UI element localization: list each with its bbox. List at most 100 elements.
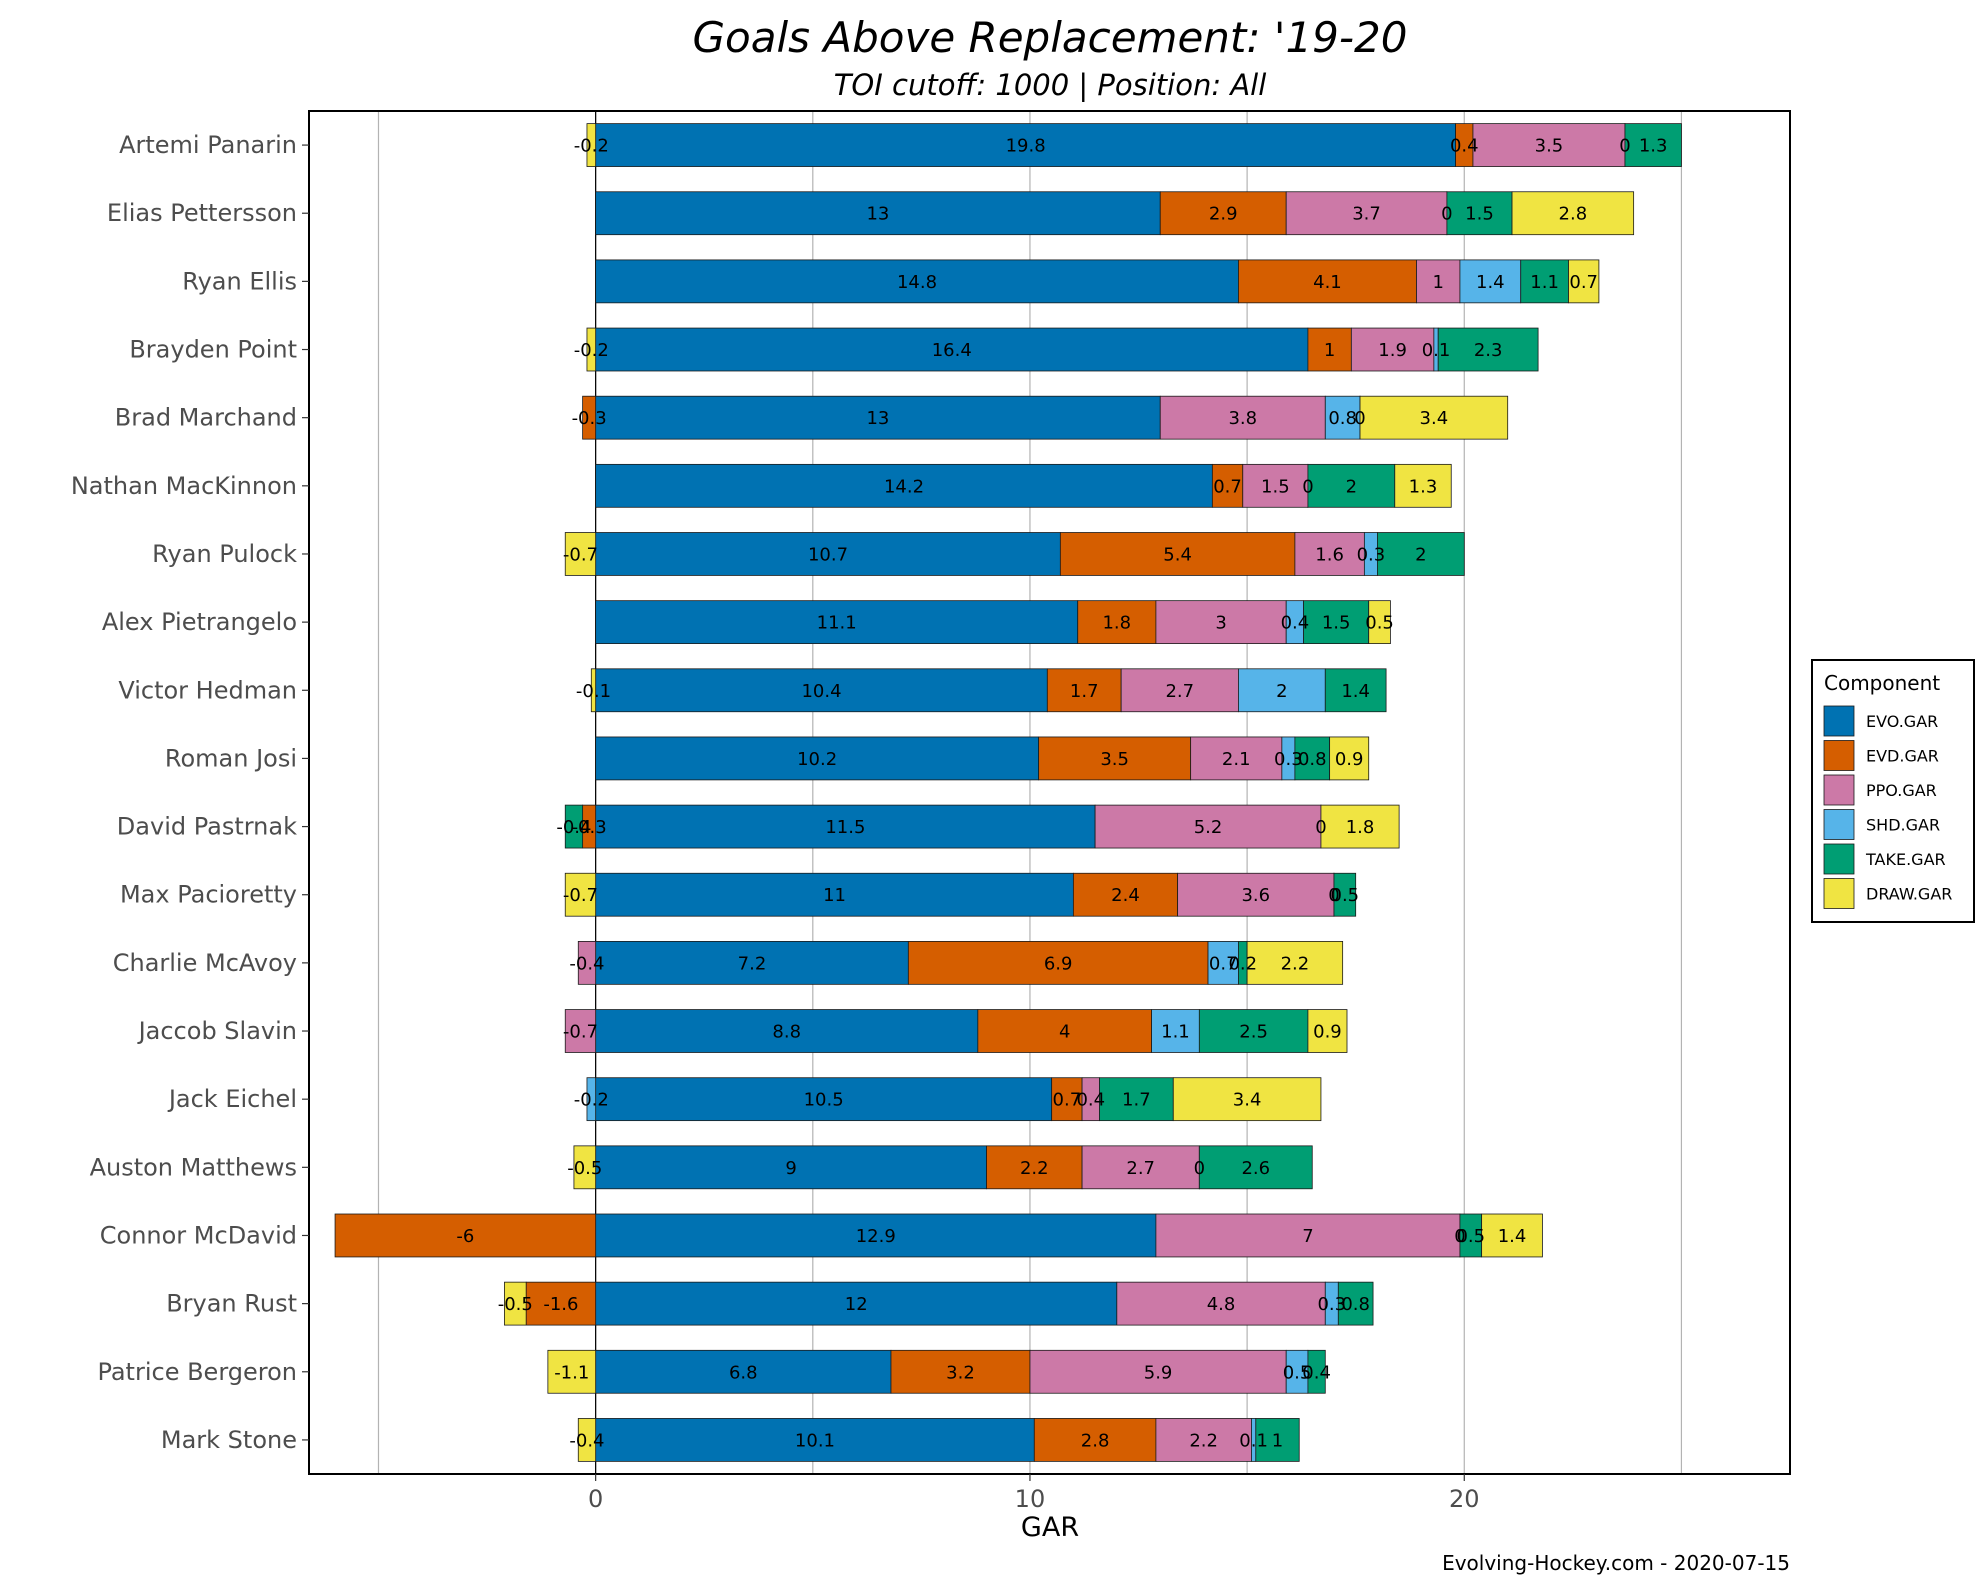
bar-value-label: 1 <box>1272 1430 1283 1451</box>
player-label: Jaccob Slavin <box>137 1017 297 1045</box>
bar-draw-gar <box>564 532 597 576</box>
bar-evd-gar <box>1051 1077 1083 1122</box>
bar-value-label: 0.4 <box>1281 613 1310 634</box>
bar-ppo-gar <box>577 941 597 985</box>
bar-value-label: 0 <box>1194 1158 1205 1179</box>
bar-draw-gar <box>573 1145 597 1190</box>
player-label: Mark Stone <box>161 1426 297 1454</box>
bar-value-label: 0.5 <box>1283 1362 1312 1383</box>
bar-value-label: 11.1 <box>817 613 857 634</box>
player-label: Charlie McAvoy <box>113 949 297 977</box>
bar-value-label: 11 <box>823 885 846 906</box>
bar-value-label: 0 <box>1441 204 1452 225</box>
bar-value-label: 14.2 <box>884 476 924 497</box>
bar-value-label: 10.7 <box>808 544 848 565</box>
bar-value-label: 3.4 <box>1420 408 1449 429</box>
bar-value-label: 1.6 <box>1315 544 1344 565</box>
bar-value-label: 0.5 <box>1331 885 1360 906</box>
bar-ppo-gar <box>1285 191 1448 236</box>
bar-draw-gar <box>1320 804 1400 849</box>
bar-take-gar <box>1307 1349 1326 1394</box>
bar-draw-gar <box>1394 463 1452 508</box>
bar-evd-gar <box>1059 532 1296 576</box>
player-label: Brad Marchand <box>115 404 297 432</box>
bar-value-label: 3.8 <box>1228 408 1257 429</box>
bar-take-gar <box>1624 123 1682 167</box>
bar-evo-gar <box>595 941 909 985</box>
bar-value-label: 0.8 <box>1341 1294 1370 1315</box>
bar-value-label: -0.7 <box>563 1022 598 1043</box>
bar-value-label: 0.2 <box>1228 953 1257 974</box>
bar-shd-gar <box>1238 668 1326 713</box>
player-label: Victor Hedman <box>118 676 297 704</box>
bar-value-label: 0.3 <box>1274 749 1303 770</box>
bar-value-label: 0.3 <box>1357 544 1386 565</box>
legend-entry-label: EVO.GAR <box>1866 712 1938 731</box>
legend-swatch <box>1823 705 1855 737</box>
bar-value-label: 3 <box>1215 613 1226 634</box>
legend-entry-label: PPO.GAR <box>1866 781 1937 800</box>
bar-value-label: 2.3 <box>1474 340 1503 361</box>
bar-value-label: 1.8 <box>1102 613 1131 634</box>
bar-value-label: 5.4 <box>1163 544 1192 565</box>
bar-value-label: 1.4 <box>1341 681 1370 702</box>
player-label: David Pastrnak <box>117 813 297 841</box>
bar-draw-gar <box>1246 941 1344 985</box>
bar-evo-gar <box>595 259 1239 304</box>
bar-value-label: 13 <box>866 408 889 429</box>
bar-ppo-gar <box>1155 600 1287 644</box>
bar-value-label: 4 <box>1059 1022 1070 1043</box>
bar-value-label: 0 <box>1354 408 1365 429</box>
bar-value-label: 1.7 <box>1122 1090 1151 1111</box>
bar-value-label: 2.2 <box>1020 1158 1049 1179</box>
legend-swatch <box>1823 740 1855 771</box>
bar-take-gar <box>1303 600 1370 644</box>
bar-shd-gar <box>1207 941 1239 985</box>
x-tick-label: 0 <box>588 1485 603 1513</box>
bar-labels: 19.8 0.4 3.5 0 1.3-0.213 2.9 3.7 0 1.5 2.814.8 4.1… <box>456 136 1667 1452</box>
bar-value-label: 0.4 <box>1450 136 1479 157</box>
legend: Component EVO.GAR EVD.GAR PPO.GAR SHD.GAR TA… <box>1811 659 1975 923</box>
bar-value-label: 0 <box>1302 476 1313 497</box>
bar-take-gar <box>1255 1418 1300 1462</box>
bar-value-label: -6 <box>456 1226 474 1247</box>
bar-value-label: 0.8 <box>1328 408 1357 429</box>
bar-take-gar <box>1198 1145 1313 1190</box>
bar-value-label: 2 <box>1276 681 1287 702</box>
bar-ppo-gar <box>1159 395 1326 440</box>
bar-value-label: 1.3 <box>1639 136 1668 157</box>
bar-value-label: -0.5 <box>567 1158 602 1179</box>
bar-value-label: 1.5 <box>1465 204 1494 225</box>
bar-take-gar <box>1324 668 1387 713</box>
bar-value-label: 1 <box>1324 340 1335 361</box>
player-label: Alex Pietrangelo <box>102 608 297 636</box>
bar-value-label: 2 <box>1346 476 1357 497</box>
player-label: Patrice Bergeron <box>97 1358 297 1386</box>
bar-value-label: 0.7 <box>1213 476 1242 497</box>
bar-draw-gar <box>504 1281 527 1326</box>
bar-evo-gar <box>595 463 1213 508</box>
bar-evo-gar <box>595 668 1048 713</box>
bar-value-label: 10.4 <box>801 681 841 702</box>
bar-ppo-gar <box>1081 1145 1200 1190</box>
bar-value-label: 3.4 <box>1233 1090 1262 1111</box>
bar-evo-gar <box>595 872 1074 917</box>
bar-draw-gar <box>586 327 597 372</box>
bar-value-label: 0.8 <box>1298 749 1327 770</box>
bar-ppo-gar <box>1350 327 1435 372</box>
bar-value-label: 0.9 <box>1335 749 1364 770</box>
player-label: Auston Matthews <box>90 1153 297 1181</box>
bar-value-label: 2.7 <box>1165 681 1194 702</box>
bar-value-label: 0.5 <box>1456 1226 1485 1247</box>
bar-value-label: 10.1 <box>795 1430 835 1451</box>
y-axis-labels: Artemi Panarin Elias Pettersson Ryan Ellis… <box>71 131 309 1454</box>
legend-title: Component <box>1824 671 1940 695</box>
bar-take-gar <box>1333 872 1357 917</box>
bar-ppo-gar <box>1472 123 1626 167</box>
bar-evd-gar <box>1046 668 1122 713</box>
chart-subtitle: TOI cutoff: 1000 | Position: All <box>834 68 1267 102</box>
bar-take-gar <box>1446 191 1513 236</box>
grid-lines <box>377 111 1683 1474</box>
bar-value-label: 10.5 <box>804 1090 844 1111</box>
